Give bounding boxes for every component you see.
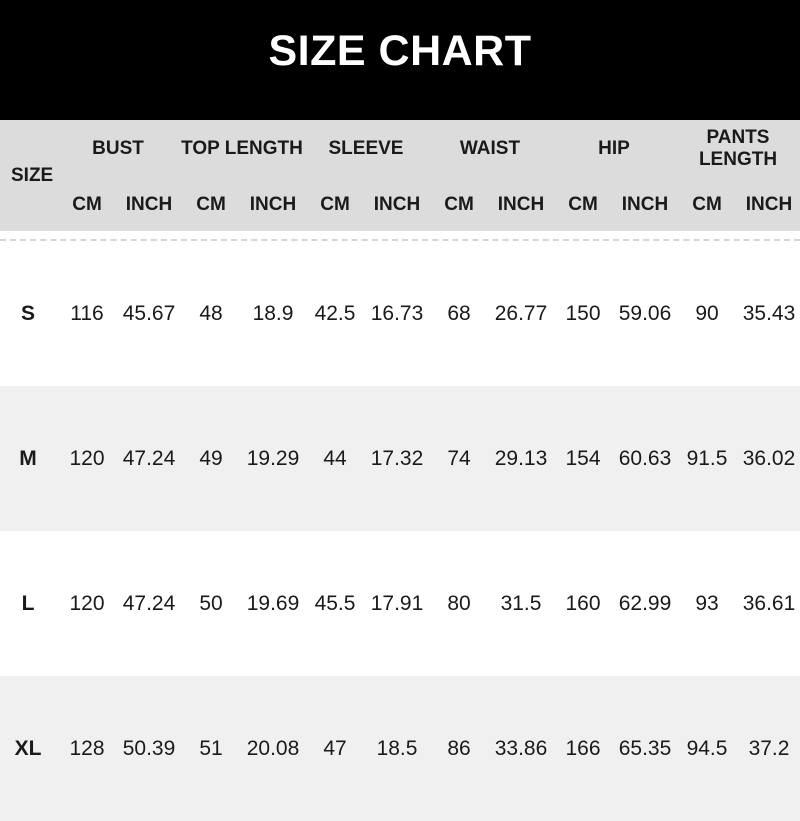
measurement-cell: 74	[447, 446, 471, 470]
column-group-text: BUST	[92, 138, 144, 160]
measurement-cell: 48	[199, 301, 223, 325]
column-group-text: WAIST	[459, 138, 521, 160]
column-group-text: SLEEVE	[328, 138, 404, 160]
measurement-cell: 60.63	[618, 446, 672, 470]
measurement-cell: 18.5	[376, 736, 418, 760]
measurement-cell: 59.06	[618, 301, 672, 325]
measurement-cell: 91.5	[686, 446, 728, 470]
measurement-cell: 17.32	[370, 446, 424, 470]
measurement-cell: 19.29	[246, 446, 300, 470]
measurement-cell: 94.5	[686, 736, 728, 760]
column-group-label: HIP	[552, 120, 676, 178]
measurement-cell: 166	[565, 736, 601, 760]
measurement-cell: 86	[447, 736, 471, 760]
unit-header-cell: CM	[72, 193, 102, 215]
unit-header-cell: CM	[444, 193, 474, 215]
measurement-cell: 20.08	[246, 736, 300, 760]
measurement-cell: 19.69	[246, 591, 300, 615]
measurement-cell: 33.86	[494, 736, 548, 760]
measurement-cell: 31.5	[500, 591, 542, 615]
table-row: M 120 47.24 49 19.29 44 17.32 74 29.13 154 60.63 91…	[0, 386, 800, 531]
measurement-cell: 45.5	[314, 591, 356, 615]
measurement-cell: 116	[70, 301, 104, 325]
unit-header-cell: INCH	[125, 193, 173, 215]
size-chart-banner: SIZE CHART	[0, 0, 800, 120]
measurement-cell: 62.99	[618, 591, 672, 615]
measurement-cell: 128	[69, 736, 105, 760]
measurement-cell: 47	[323, 736, 347, 760]
unit-header-cell: INCH	[497, 193, 545, 215]
measurement-cell: 51	[199, 736, 223, 760]
measurement-cell: 42.5	[314, 301, 356, 325]
measurement-cell: 37.2	[748, 736, 790, 760]
unit-header-cell: INCH	[745, 193, 793, 215]
unit-header-cell: CM	[320, 193, 350, 215]
unit-header-cell: CM	[196, 193, 226, 215]
measurement-cell: 80	[447, 591, 471, 615]
measurement-cell: 150	[565, 301, 601, 325]
table-row: XL 128 50.39 51 20.08 47 18.5 86 33.86 166 65.35 94…	[0, 676, 800, 821]
table-row: S 116 45.67 48 18.9 42.5 16.73 68 26.77 150 59.06 9…	[0, 241, 800, 386]
size-row-label: S	[20, 301, 35, 325]
measurement-cell: 17.91	[370, 591, 424, 615]
measurement-cell: 120	[69, 591, 105, 615]
table-header: SIZE BUST TOP LENGTH SLEEVE WAIST HIP PANTS L…	[0, 120, 800, 231]
measurement-cell: 154	[565, 446, 601, 470]
column-group-label: BUST	[56, 120, 180, 178]
header-dashed-divider	[0, 231, 800, 241]
column-group-text: HIP	[598, 138, 630, 160]
column-group-text: PANTS LENGTH	[698, 127, 778, 170]
measurement-cell: 93	[695, 591, 719, 615]
unit-header-cell: CM	[692, 193, 722, 215]
measurement-cell: 36.61	[742, 591, 796, 615]
measurement-cell: 65.35	[618, 736, 672, 760]
unit-header-cell: INCH	[249, 193, 297, 215]
unit-header-cell: CM	[568, 193, 598, 215]
unit-header-cell: INCH	[373, 193, 421, 215]
measurement-cell: 47.24	[122, 591, 176, 615]
unit-header-cell: INCH	[621, 193, 669, 215]
page-title: SIZE CHART	[268, 26, 532, 75]
measurement-cell: 18.9	[252, 301, 294, 325]
measurement-cell: 45.67	[122, 301, 176, 325]
measurement-cell: 50	[199, 591, 223, 615]
size-column-header: SIZE	[11, 164, 54, 186]
measurement-cell: 120	[69, 446, 105, 470]
measurement-cell: 44	[323, 446, 347, 470]
measurement-cell: 16.73	[370, 301, 424, 325]
measurement-cell: 35.43	[742, 301, 796, 325]
measurement-cell: 160	[565, 591, 601, 615]
measurement-cell: 47.24	[122, 446, 176, 470]
measurement-cell: 49	[199, 446, 223, 470]
measurement-cell: 36.02	[742, 446, 796, 470]
size-row-label: XL	[14, 736, 42, 760]
measurement-cell: 26.77	[494, 301, 548, 325]
column-group-label: PANTS LENGTH	[676, 120, 800, 178]
table-body: S 116 45.67 48 18.9 42.5 16.73 68 26.77 150 59.06 9…	[0, 241, 800, 821]
measurement-cell: 29.13	[494, 446, 548, 470]
measurement-cell: 90	[695, 301, 719, 325]
size-row-label: L	[21, 591, 35, 615]
measurement-cell: 50.39	[122, 736, 176, 760]
size-row-label: M	[19, 446, 37, 470]
column-group-label: SLEEVE	[304, 120, 428, 178]
size-chart-table: SIZE BUST TOP LENGTH SLEEVE WAIST HIP PANTS L…	[0, 120, 800, 821]
table-row: L 120 47.24 50 19.69 45.5 17.91 80 31.5 160 62.99 9…	[0, 531, 800, 676]
column-group-label: WAIST	[428, 120, 552, 178]
measurement-cell: 68	[447, 301, 471, 325]
column-group-label: TOP LENGTH	[180, 120, 304, 178]
column-group-text: TOP LENGTH	[181, 138, 303, 160]
